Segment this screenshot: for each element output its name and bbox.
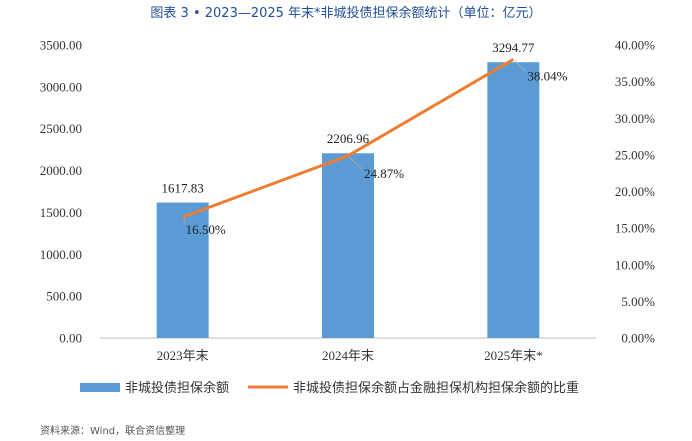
- bar-series: [156, 62, 540, 338]
- leader-line: [349, 157, 363, 170]
- legend-label-bar: 非城投债担保余额: [125, 380, 229, 396]
- legend-swatch-bar: [80, 383, 120, 392]
- right-tick-label: 30.00%: [615, 111, 655, 126]
- bar-data-label: 1617.83: [162, 181, 204, 196]
- data-labels: 1617.83 2206.96 3294.77 16.50% 24.87% 38.04%: [162, 40, 568, 237]
- legend-label-line: 非城投债担保余额占金融担保机构担保余额的比重: [293, 380, 579, 396]
- left-tick-label: 2500.00: [40, 121, 82, 136]
- right-tick-label: 15.00%: [615, 221, 655, 236]
- bar: [322, 153, 374, 338]
- source-note: 资料来源：Wind，联合资信整理: [40, 424, 185, 437]
- left-tick-label: 2000.00: [40, 163, 82, 178]
- x-tick-label: 2023年末: [157, 348, 209, 363]
- chart-title: 图表 3 • 2023—2025 年末*非城投债担保余额统计（单位：亿元）: [150, 5, 541, 21]
- left-tick-label: 0.00: [59, 331, 82, 346]
- right-tick-label: 40.00%: [615, 38, 655, 53]
- left-tick-label: 1000.00: [40, 247, 82, 262]
- left-tick-label: 1500.00: [40, 205, 82, 220]
- right-tick-label: 35.00%: [615, 74, 655, 89]
- right-tick-label: 25.00%: [615, 147, 655, 162]
- legend: 非城投债担保余额 非城投债担保余额占金融担保机构担保余额的比重: [80, 380, 579, 396]
- line-data-label: 38.04%: [527, 68, 567, 83]
- right-tick-label: 10.00%: [615, 257, 655, 272]
- line-series: [182, 58, 515, 219]
- right-tick-label: 5.00%: [621, 294, 655, 309]
- line-data-label: 16.50%: [186, 222, 226, 237]
- x-tick-label: 2024年末: [322, 348, 374, 363]
- line-data-label: 24.87%: [364, 166, 404, 181]
- line-path: [182, 58, 515, 219]
- bar: [156, 202, 209, 338]
- leader-line: [514, 61, 526, 72]
- bar-data-label: 2206.96: [327, 131, 370, 146]
- left-tick-label: 3000.00: [40, 79, 82, 94]
- leader-line: [183, 219, 186, 226]
- right-tick-label: 20.00%: [615, 184, 655, 199]
- bar-data-label: 3294.77: [492, 40, 535, 55]
- bar: [487, 62, 540, 338]
- right-tick-label: 0.00%: [621, 331, 655, 346]
- x-axis: 2023年末 2024年末 2025年末*: [100, 337, 596, 363]
- left-tick-label: 3500.00: [40, 38, 82, 53]
- x-tick-label: 2025年末*: [484, 348, 543, 363]
- left-tick-label: 500.00: [46, 289, 82, 304]
- left-axis: 0.00 500.00 1000.00 1500.00 2000.00 2500.00 30…: [40, 38, 82, 346]
- right-axis: 0.00% 5.00% 10.00% 15.00% 20.00% 25.00% 30.00%…: [615, 38, 655, 346]
